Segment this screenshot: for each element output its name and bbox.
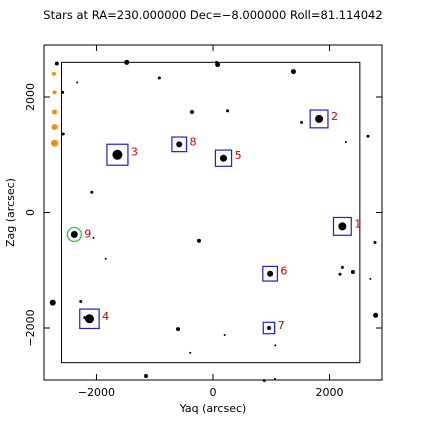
field-star [274,344,277,347]
field-star [340,265,344,269]
field-star [104,257,107,260]
guide-star [84,314,94,324]
field-star [92,236,95,239]
edge-stars-layer [50,71,58,147]
acq-star-label: 9 [84,227,91,240]
guide-star-box [79,308,100,330]
guide-star [315,114,324,123]
guide-star-label: 8 [190,135,197,148]
guide-star [112,149,123,160]
field-star [366,134,370,138]
field-star [373,241,377,245]
y-tick-label: 0 [24,209,37,216]
y-axis-label: Zag (arcsec) [4,178,17,247]
y-tick-label: −2000 [24,309,37,346]
guide-star-label: 1 [354,217,361,230]
field-star [369,277,372,280]
guide-star-label: 2 [331,110,338,123]
field-of-view-box [60,61,361,364]
edge-star [51,109,57,115]
field-star [90,190,94,194]
acq-star-circle [66,226,82,243]
x-axis-ticks: −2000 0 2000 [78,45,344,399]
guide-star-label: 3 [131,146,138,159]
edge-star [51,71,56,76]
guide-stars-layer: 1 2 3 4 5 6 7 8 [79,109,361,335]
guide-star-label: 7 [278,319,285,332]
guide-star-box [332,216,352,236]
field-star [300,120,304,124]
field-star [273,377,276,380]
guide-star [176,141,183,148]
field-star [350,269,355,274]
guide-star-box [309,109,329,129]
field-star [290,69,296,75]
guide-star-box [262,265,279,282]
field-star [226,109,230,113]
field-star [344,141,347,144]
guide-star-box [262,321,276,335]
y-tick-label: 2000 [24,83,37,111]
field-star [79,299,83,303]
guide-star-label: 5 [235,149,242,162]
guide-star [219,154,227,162]
guide-star [266,326,271,331]
guide-star-box [171,136,188,153]
field-star [49,299,56,306]
field-star [190,110,195,114]
edge-star [50,139,58,147]
x-tick-label: −2000 [78,386,115,399]
edge-star [51,124,58,131]
field-star [143,373,148,378]
field-star [54,61,59,66]
field-star [338,272,342,276]
acq-star [70,230,78,238]
field-star [223,333,226,336]
field-star [215,62,221,68]
field-stars-layer [49,59,379,383]
y-axis-ticks: −2000 0 2000 [24,83,382,347]
chart-title: Stars at RA=230.000000 Dec=−8.000000 Rol… [43,8,383,22]
guide-star-label: 4 [102,310,109,323]
field-star [157,76,161,80]
guide-star-box [106,143,129,166]
guide-star-label: 6 [280,265,287,278]
x-axis-label: Yaq (arcsec) [179,402,247,415]
x-tick-label: 2000 [316,386,344,399]
field-star [189,351,192,354]
acq-stars-layer: 9 [66,226,91,243]
field-star [197,238,202,243]
field-star [373,312,379,318]
guide-star-box [214,149,233,167]
field-star [76,81,79,84]
field-star [61,132,65,136]
edge-star [52,90,57,95]
field-star [176,327,181,332]
guide-star [338,222,347,231]
guide-star [267,270,274,277]
plot-frame [43,44,383,381]
x-tick-label: 0 [210,386,217,399]
